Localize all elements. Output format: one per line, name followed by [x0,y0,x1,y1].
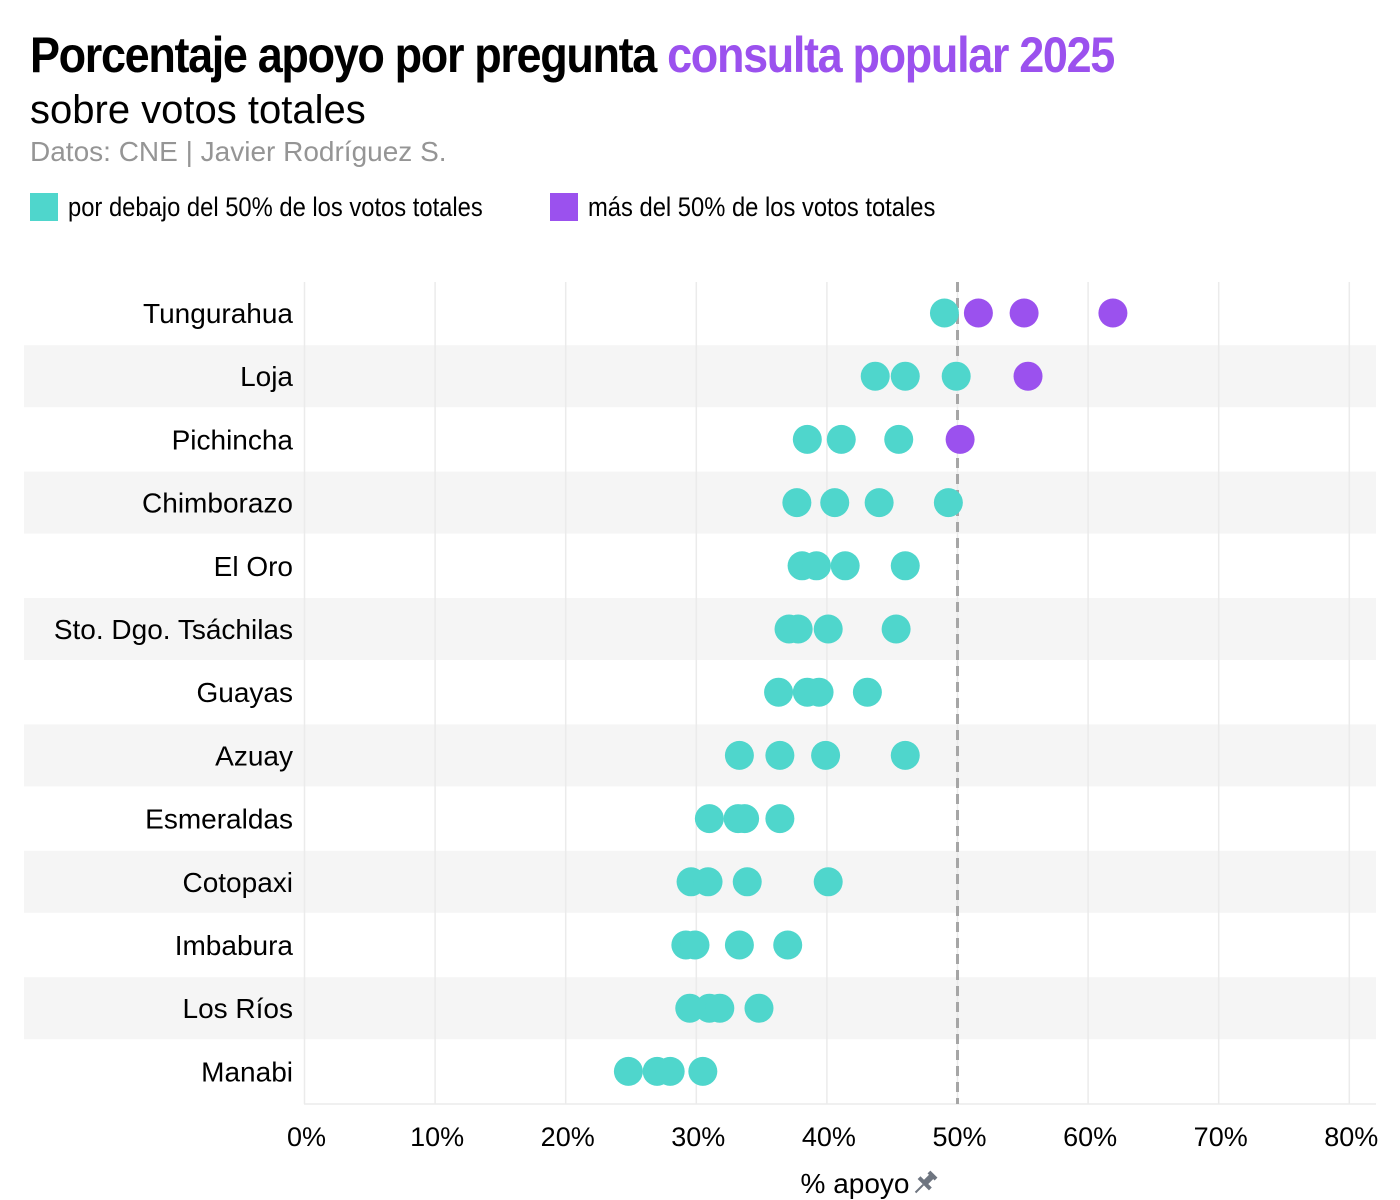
data-point [890,551,920,581]
data-point [613,1056,643,1086]
data-point [811,740,841,770]
data-point [730,804,760,834]
x-tick-label: 10% [410,1122,464,1152]
x-tick-label: 0% [287,1122,326,1152]
x-tick-label: 70% [1194,1122,1248,1152]
data-point [933,488,963,518]
y-category-label: Chimborazo [142,488,293,519]
data-point [1013,361,1043,391]
row-band [24,724,1376,787]
title-highlight: consulta popular 2025 [667,27,1115,83]
data-point [765,740,795,770]
x-tick-label: 50% [932,1122,986,1152]
legend-item-above: más del 50% de los votos totales [550,190,983,224]
y-category-label: Esmeraldas [145,804,293,835]
data-point [732,867,762,897]
data-point [724,930,754,960]
y-category-label: Loja [240,361,293,392]
data-point [705,993,735,1023]
data-point [773,930,803,960]
y-category-label: El Oro [214,551,293,582]
data-point [820,488,850,518]
x-tick-label: 60% [1063,1122,1117,1152]
x-tick-label: 80% [1324,1122,1378,1152]
data-point [792,424,822,454]
y-category-label: Tungurahua [143,298,293,329]
data-point [764,677,794,707]
data-point [693,867,723,897]
data-point [852,677,882,707]
row-band [24,598,1376,660]
data-point [884,424,914,454]
chart-title: Porcentaje apoyo por pregunta consulta p… [30,26,1115,84]
data-point [813,867,843,897]
data-point [890,361,920,391]
data-point [694,804,724,834]
data-point [830,551,860,581]
legend-label-above: más del 50% de los votos totales [588,191,936,222]
data-point [881,614,911,644]
data-point [963,298,993,328]
data-point [783,614,813,644]
data-point [680,930,710,960]
x-tick-label: 40% [802,1122,856,1152]
y-category-label: Los Ríos [183,993,294,1024]
y-category-label: Azuay [215,740,293,771]
data-point [801,551,831,581]
row-band [24,471,1376,534]
data-point [813,614,843,644]
y-category-label: Sto. Dgo. Tsáchilas [54,614,293,645]
data-point [765,804,795,834]
data-point [864,488,894,518]
row-band [24,345,1376,408]
data-point [1009,298,1039,328]
data-point [724,740,754,770]
data-point [941,361,971,391]
data-point [782,488,812,518]
chart-source: Datos: CNE | Javier Rodríguez S. [30,136,447,167]
pin-icon [914,1170,938,1194]
y-category-label: Cotopaxi [182,867,293,898]
data-point [860,361,890,391]
legend-swatch-above [550,193,578,221]
x-tick-label: 20% [541,1122,595,1152]
data-point [826,424,856,454]
y-category-label: Guayas [197,677,294,708]
x-axis-title: % apoyo [801,1168,910,1199]
legend-label-below: por debajo del 50% de los votos totales [68,191,483,222]
data-point [655,1056,685,1086]
data-point [929,298,959,328]
chart-subtitle: sobre votos totales [30,88,366,132]
y-category-label: Imbabura [175,930,294,961]
x-tick-label: 30% [671,1122,725,1152]
data-point [1098,298,1128,328]
legend-item-below: por debajo del 50% de los votos totales [30,190,539,224]
title-main: Porcentaje apoyo por pregunta [30,27,657,83]
data-point [804,677,834,707]
data-point [744,993,774,1023]
data-point [890,740,920,770]
y-category-label: Pichincha [172,424,294,455]
data-point [945,424,975,454]
data-point [688,1056,718,1086]
y-category-label: Manabi [201,1056,293,1087]
legend-swatch-below [30,193,58,221]
